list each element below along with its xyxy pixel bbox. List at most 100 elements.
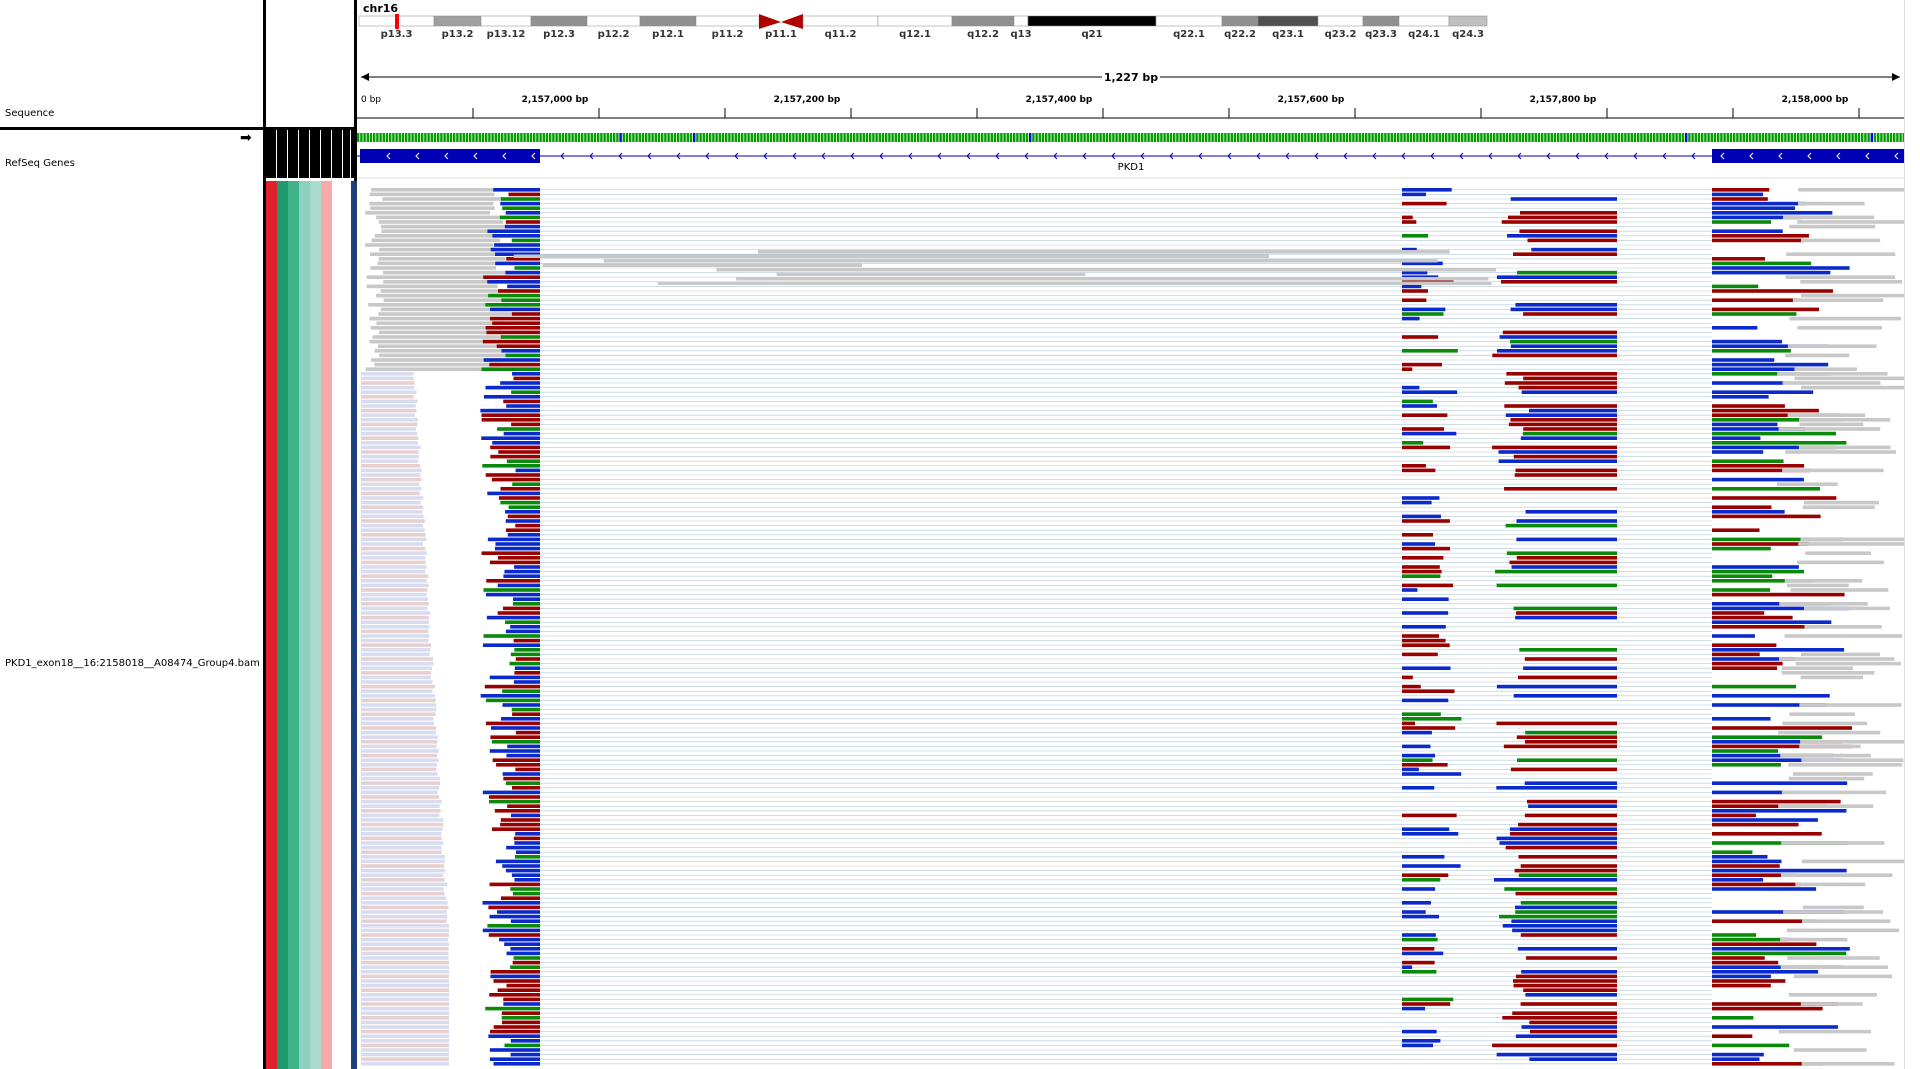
band-q11.2: [802, 15, 879, 27]
band-label: p11.2: [712, 29, 744, 40]
gene-exon-left[interactable]: [360, 149, 540, 163]
chromosome-name: chr16: [363, 2, 398, 15]
strand-arrow-icon: [1778, 152, 1783, 160]
strand-arrow-icon: [1546, 152, 1551, 160]
strand-arrow-icon: [908, 152, 913, 160]
ruler-tick-label: 2,158,000 bp: [1782, 95, 1849, 105]
sequence-track[interactable]: [357, 133, 1904, 142]
strand-arrow-icon[interactable]: ➡: [240, 130, 252, 146]
strand-arrow-icon: [502, 152, 507, 160]
band-p13.2: [433, 15, 482, 27]
attribute-column[interactable]: [351, 181, 360, 1069]
attribute-column[interactable]: [266, 181, 277, 1069]
attribute-header-cell[interactable]: [310, 130, 320, 178]
ruler-tick-label: 2,157,800 bp: [1530, 95, 1597, 105]
attribute-column[interactable]: [321, 181, 332, 1069]
band-label: p13.12: [487, 29, 526, 40]
attribute-column[interactable]: [310, 181, 321, 1069]
attribute-header-cell[interactable]: [299, 130, 309, 178]
attribute-panel: [263, 0, 360, 1069]
strand-arrow-icon: [879, 152, 884, 160]
band-label: q24.3: [1452, 29, 1484, 40]
strand-arrow-icon: [386, 152, 391, 160]
alignment-track-label[interactable]: PKD1_exon18__16:2158018__A08474_Group4.b…: [5, 658, 260, 669]
attribute-column[interactable]: [288, 181, 299, 1069]
band-p12.2: [586, 15, 641, 27]
band-label: q23.2: [1325, 29, 1357, 40]
band-label: q13: [1010, 29, 1031, 40]
attribute-header-cell[interactable]: [321, 130, 331, 178]
ruler-tick-label: 2,157,600 bp: [1278, 95, 1345, 105]
attribute-column[interactable]: [277, 181, 288, 1069]
strand-arrow-icon: [821, 152, 826, 160]
attribute-column[interactable]: [332, 181, 343, 1069]
band-label: q12.1: [899, 29, 931, 40]
current-region-marker[interactable]: [395, 14, 399, 29]
strand-arrow-icon: [1401, 152, 1406, 160]
strand-arrow-icon: [1024, 152, 1029, 160]
band-p12.3: [530, 15, 588, 27]
band-label: p13.2: [442, 29, 474, 40]
band-label: p12.2: [598, 29, 630, 40]
refseq-track-label[interactable]: RefSeq Genes: [5, 158, 75, 169]
attribute-header-cell[interactable]: [277, 130, 287, 178]
strand-arrow-icon: [937, 152, 942, 160]
sequence-track-label[interactable]: Sequence: [5, 108, 55, 119]
strand-arrow-icon: [1517, 152, 1522, 160]
alignment-track[interactable]: [361, 188, 1904, 1066]
band-p11.2: [695, 15, 760, 27]
strand-arrow-icon: [705, 152, 710, 160]
strand-arrow-icon: [1372, 152, 1377, 160]
strand-arrow-icon: [1285, 152, 1290, 160]
band-q24.1: [1398, 15, 1450, 27]
band-label: q12.2: [967, 29, 999, 40]
band-q22.1: [1155, 15, 1223, 27]
strand-arrow-icon: [1227, 152, 1232, 160]
band-q23.1: [1257, 15, 1319, 27]
ruler-ticks: 2,157,000 bp 2,157,200 bp 2,157,400 bp 2,15…: [472, 95, 1860, 118]
attribute-header-cell[interactable]: [343, 130, 350, 178]
strand-arrow-icon: [1459, 152, 1464, 160]
strand-arrow-icon: [1256, 152, 1261, 160]
strand-arrow-icon: [647, 152, 652, 160]
band-q13: [1013, 15, 1029, 27]
ruler-tick-label: 2,157,000 bp: [522, 95, 589, 105]
band-p12.1: [639, 15, 697, 27]
strand-arrow-icon: [763, 152, 768, 160]
strand-arrow-icon: [734, 152, 739, 160]
attribute-column[interactable]: [299, 181, 310, 1069]
strand-arrow-icon: [1053, 152, 1058, 160]
gene-strand-arrows: [386, 152, 1899, 160]
attribute-column[interactable]: [343, 181, 351, 1069]
band-label: q22.1: [1173, 29, 1205, 40]
strand-arrow-icon: [1111, 152, 1116, 160]
strand-arrow-icon: [1894, 152, 1899, 160]
band-q21: [1027, 15, 1157, 27]
refseq-gene-track[interactable]: PKD1: [357, 149, 1904, 173]
centromere-left: [759, 14, 781, 29]
span-arrow-right-icon: [1892, 73, 1900, 81]
strand-arrow-icon: [1198, 152, 1203, 160]
right-margin: [1904, 0, 1920, 1069]
genome-view[interactable]: chr16 p13.3 p13.2 p13.12 p12.3 p12.2 p12.1 p11…: [357, 0, 1904, 1069]
track-name-panel: Sequence ➡ RefSeq Genes PKD1_exon18__16:…: [0, 0, 263, 1069]
chromosome-ideogram: p13.3 p13.2 p13.12 p12.3 p12.2 p12.1 p11.2 p11.…: [358, 14, 1488, 40]
attribute-header-cell[interactable]: [351, 130, 359, 178]
band-label: p13.3: [381, 29, 413, 40]
band-q22.2: [1221, 15, 1259, 27]
ruler-start-label: 0 bp: [361, 95, 381, 105]
data-panel[interactable]: chr16 p13.3 p13.2 p13.12 p12.3 p12.2 p12.1 p11…: [357, 0, 1904, 1069]
strand-arrow-icon: [1343, 152, 1348, 160]
strand-arrow-icon: [1488, 152, 1493, 160]
strand-arrow-icon: [1140, 152, 1145, 160]
strand-arrow-icon: [1604, 152, 1609, 160]
band-label: q24.1: [1408, 29, 1440, 40]
band-q12.1: [877, 15, 953, 27]
attribute-header-cell[interactable]: [332, 130, 342, 178]
attribute-header-cell[interactable]: [266, 130, 276, 178]
attribute-header-cell[interactable]: [288, 130, 298, 178]
band-p13.12: [480, 15, 532, 27]
strand-arrow-icon: [850, 152, 855, 160]
band-label: q23.1: [1272, 29, 1304, 40]
band-label: q21: [1081, 29, 1102, 40]
